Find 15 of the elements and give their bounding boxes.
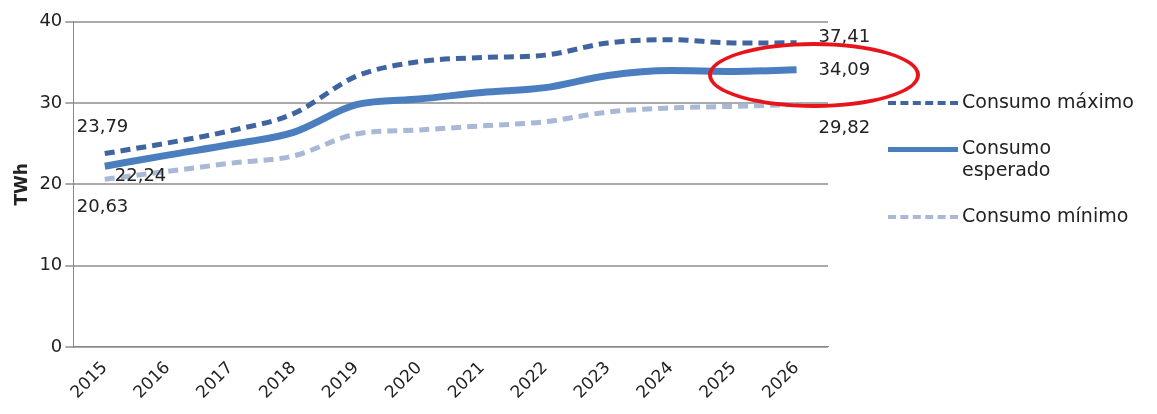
legend-label: Consumo esperado bbox=[962, 136, 1052, 180]
data-label: 37,41 bbox=[818, 24, 871, 46]
y-tick-label: 20 bbox=[39, 172, 63, 194]
data-label: 22,24 bbox=[114, 163, 167, 185]
data-label: 34,09 bbox=[818, 57, 871, 79]
y-axis-title: TWh bbox=[10, 163, 31, 206]
y-tick-label: 10 bbox=[39, 253, 63, 275]
data-label: 23,79 bbox=[76, 115, 129, 137]
y-tick-label: 30 bbox=[39, 90, 63, 112]
y-tick-label: 0 bbox=[50, 334, 63, 356]
data-label: 20,63 bbox=[76, 194, 129, 216]
legend-label: Consumo máximo bbox=[962, 90, 1134, 112]
legend-label: Consumo mínimo bbox=[962, 204, 1129, 226]
data-label: 29,82 bbox=[818, 116, 871, 138]
y-tick-label: 40 bbox=[39, 9, 63, 31]
